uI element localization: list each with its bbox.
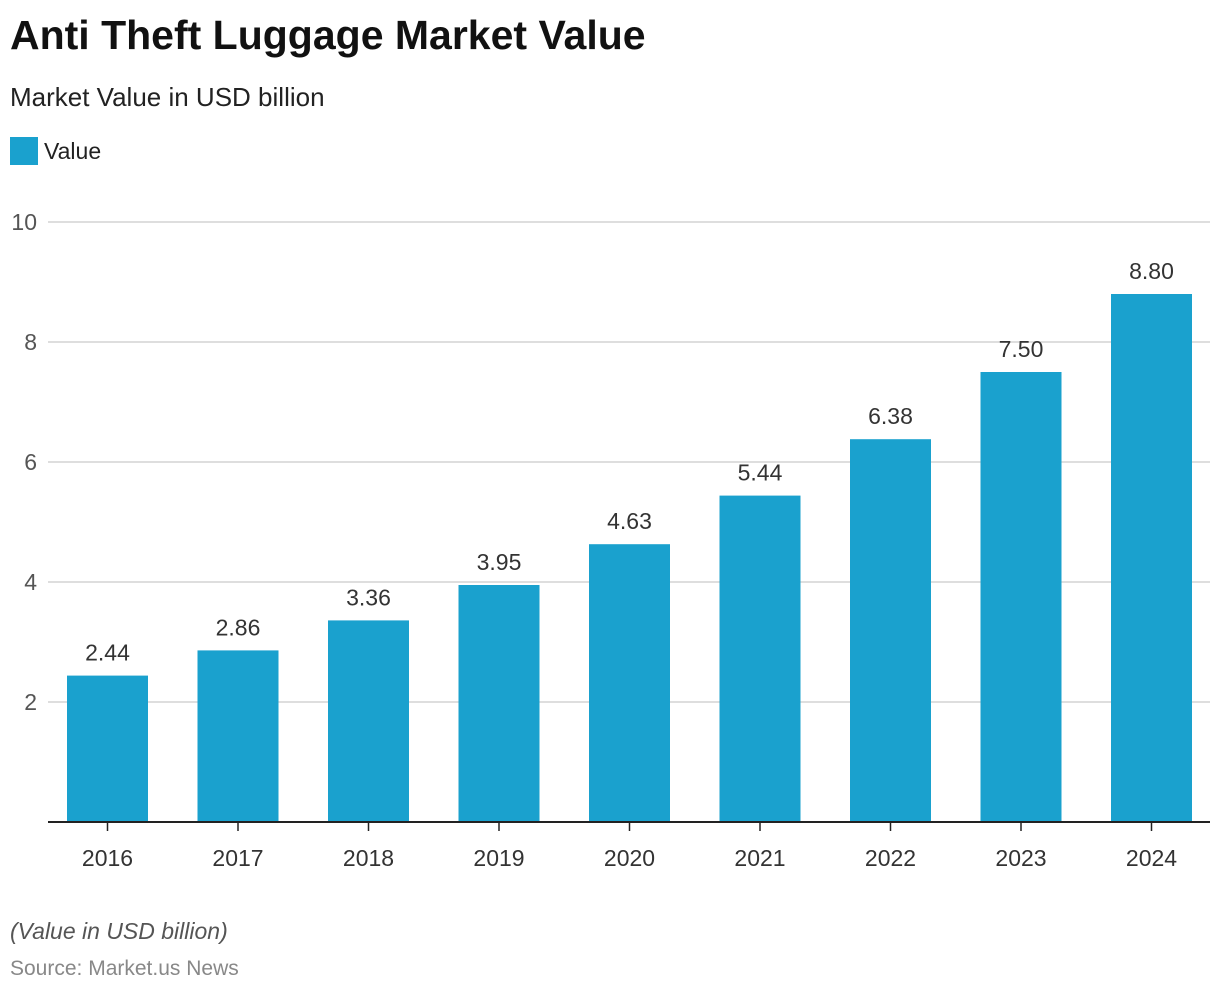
bar: [589, 544, 670, 822]
bar: [458, 585, 540, 822]
x-tick-label: 2017: [212, 845, 263, 871]
bar: [67, 675, 148, 822]
x-tick-label: 2023: [995, 845, 1046, 871]
data-label: 3.95: [477, 549, 522, 575]
chart-subtitle: Market Value in USD billion: [10, 82, 325, 112]
x-tick-label: 2024: [1126, 845, 1177, 871]
bar: [850, 439, 931, 822]
bar: [197, 650, 279, 822]
data-label: 3.36: [346, 584, 391, 610]
legend-swatch: [10, 137, 38, 165]
legend: Value: [10, 137, 101, 165]
y-tick-label: 6: [24, 449, 37, 475]
x-tick-label: 2021: [734, 845, 785, 871]
source-credit: Source: Market.us News: [10, 957, 239, 980]
data-label: 8.80: [1129, 258, 1174, 284]
y-tick-label: 10: [11, 209, 37, 235]
chart-title: Anti Theft Luggage Market Value: [10, 12, 646, 58]
x-tick-label: 2018: [343, 845, 394, 871]
value-note: (Value in USD billion): [10, 918, 228, 944]
legend-label: Value: [44, 137, 102, 164]
bar: [719, 495, 801, 822]
data-label: 4.63: [607, 508, 652, 534]
x-tick-label: 2022: [865, 845, 916, 871]
y-tick-label: 4: [24, 569, 37, 595]
data-label: 2.44: [85, 640, 130, 666]
y-tick-label: 2: [24, 689, 37, 715]
x-tick-label: 2016: [82, 845, 133, 871]
x-tick-label: 2019: [473, 845, 524, 871]
data-label: 7.50: [999, 336, 1044, 362]
data-label: 5.44: [738, 460, 783, 486]
bar: [328, 620, 409, 822]
x-tick-label: 2020: [604, 845, 655, 871]
data-label: 6.38: [868, 403, 913, 429]
y-tick-label: 8: [24, 329, 37, 355]
bar: [1111, 294, 1192, 822]
bar: [980, 372, 1062, 822]
data-label: 2.86: [216, 614, 261, 640]
